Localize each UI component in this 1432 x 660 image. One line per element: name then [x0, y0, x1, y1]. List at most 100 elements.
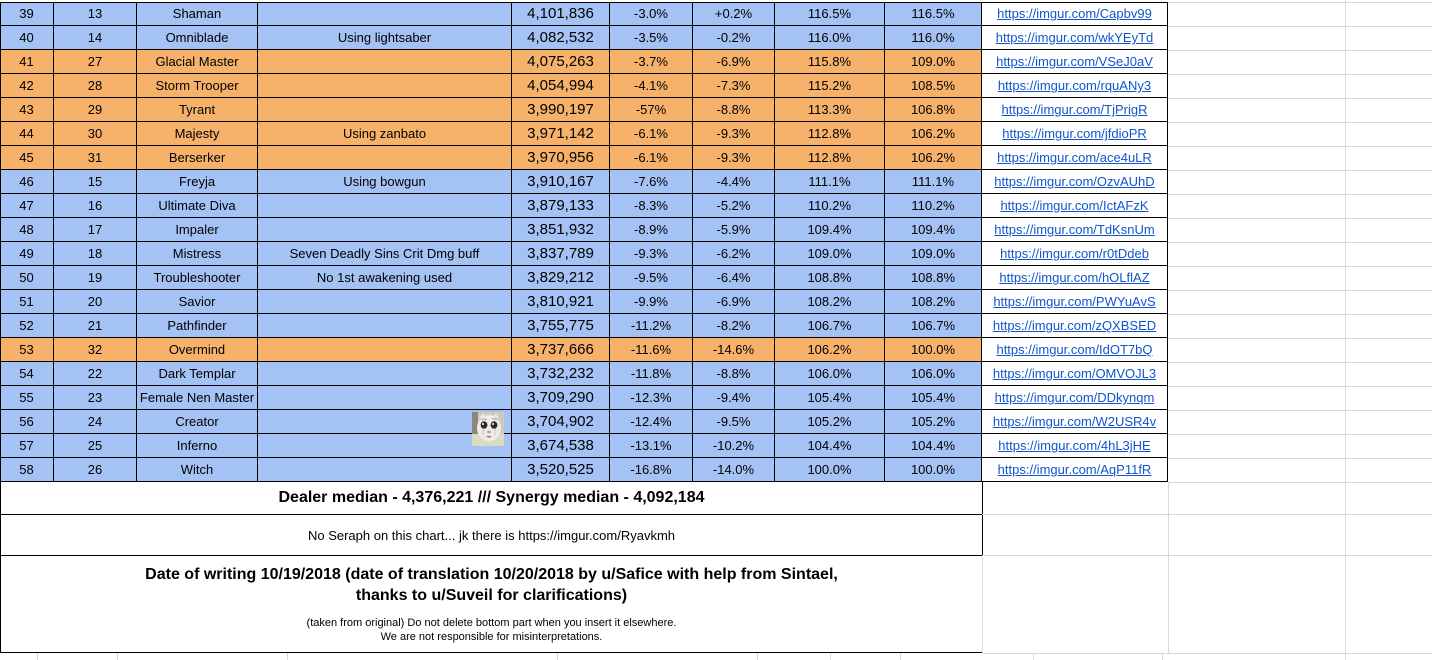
damage-cell[interactable]: 4,082,532 — [512, 26, 610, 50]
pct4-cell[interactable]: 109.0% — [885, 50, 982, 74]
rank-cell[interactable]: 49 — [0, 242, 54, 266]
class-cell[interactable]: Female Nen Master — [137, 386, 258, 410]
pct4-cell[interactable]: 108.8% — [885, 266, 982, 290]
pct3-cell[interactable]: 105.4% — [775, 386, 885, 410]
notes-cell[interactable] — [258, 314, 512, 338]
pct4-cell[interactable]: 106.8% — [885, 98, 982, 122]
pct2-cell[interactable]: -5.2% — [693, 194, 775, 218]
pct4-cell[interactable]: 116.0% — [885, 26, 982, 50]
pct3-cell[interactable]: 113.3% — [775, 98, 885, 122]
notes-cell[interactable] — [258, 50, 512, 74]
notes-cell[interactable]: No 1st awakening used — [258, 266, 512, 290]
pct4-cell[interactable]: 106.7% — [885, 314, 982, 338]
damage-cell[interactable]: 3,520,525 — [512, 458, 610, 482]
rank-cell[interactable]: 51 — [0, 290, 54, 314]
pct2-cell[interactable]: -5.9% — [693, 218, 775, 242]
imgur-link[interactable]: https://imgur.com/Capbv99 — [997, 6, 1152, 21]
pct2-cell[interactable]: -9.3% — [693, 122, 775, 146]
pct4-cell[interactable]: 105.2% — [885, 410, 982, 434]
rank-cell[interactable]: 53 — [0, 338, 54, 362]
tier-cell[interactable]: 32 — [54, 338, 137, 362]
imgur-link-cell[interactable]: https://imgur.com/rquANy3 — [982, 74, 1168, 98]
imgur-link-cell[interactable]: https://imgur.com/TjPrigR — [982, 98, 1168, 122]
damage-cell[interactable]: 3,704,902 — [512, 410, 610, 434]
pct3-cell[interactable]: 109.0% — [775, 242, 885, 266]
rank-cell[interactable]: 52 — [0, 314, 54, 338]
damage-cell[interactable]: 3,851,932 — [512, 218, 610, 242]
damage-cell[interactable]: 3,810,921 — [512, 290, 610, 314]
pct2-cell[interactable]: -8.2% — [693, 314, 775, 338]
notes-cell[interactable]: Using lightsaber — [258, 26, 512, 50]
notes-cell[interactable]: Using zanbato — [258, 122, 512, 146]
imgur-link[interactable]: https://imgur.com/IdOT7bQ — [996, 342, 1153, 357]
rank-cell[interactable]: 44 — [0, 122, 54, 146]
pct1-cell[interactable]: -7.6% — [610, 170, 693, 194]
pct4-cell[interactable]: 106.0% — [885, 362, 982, 386]
imgur-link[interactable]: https://imgur.com/W2USR4v — [992, 414, 1157, 429]
rank-cell[interactable]: 39 — [0, 2, 54, 26]
notes-cell[interactable] — [258, 458, 512, 482]
pct1-cell[interactable]: -11.6% — [610, 338, 693, 362]
damage-cell[interactable]: 3,709,290 — [512, 386, 610, 410]
pct4-cell[interactable]: 108.2% — [885, 290, 982, 314]
imgur-link-cell[interactable]: https://imgur.com/TdKsnUm — [982, 218, 1168, 242]
pct1-cell[interactable]: -57% — [610, 98, 693, 122]
imgur-link-cell[interactable]: https://imgur.com/jfdioPR — [982, 122, 1168, 146]
damage-cell[interactable]: 3,732,232 — [512, 362, 610, 386]
pct4-cell[interactable]: 111.1% — [885, 170, 982, 194]
notes-cell[interactable] — [258, 194, 512, 218]
pct1-cell[interactable]: -16.8% — [610, 458, 693, 482]
pct1-cell[interactable]: -11.8% — [610, 362, 693, 386]
imgur-link[interactable]: https://imgur.com/AqP11fR — [997, 462, 1152, 477]
class-cell[interactable]: Tyrant — [137, 98, 258, 122]
pct3-cell[interactable]: 104.4% — [775, 434, 885, 458]
notes-cell[interactable] — [258, 2, 512, 26]
class-cell[interactable]: Savior — [137, 290, 258, 314]
pct3-cell[interactable]: 115.2% — [775, 74, 885, 98]
pct1-cell[interactable]: -8.3% — [610, 194, 693, 218]
notes-cell[interactable] — [258, 218, 512, 242]
imgur-link[interactable]: https://imgur.com/OMVOJL3 — [992, 366, 1157, 381]
rank-cell[interactable]: 40 — [0, 26, 54, 50]
tier-cell[interactable]: 17 — [54, 218, 137, 242]
notes-cell[interactable] — [258, 434, 512, 458]
imgur-link[interactable]: https://imgur.com/IctAFzK — [1000, 198, 1149, 213]
imgur-link-cell[interactable]: https://imgur.com/zQXBSED — [982, 314, 1168, 338]
pct4-cell[interactable]: 104.4% — [885, 434, 982, 458]
tier-cell[interactable]: 19 — [54, 266, 137, 290]
notes-cell[interactable] — [258, 146, 512, 170]
imgur-link[interactable]: https://imgur.com/ace4uLR — [997, 150, 1152, 165]
rank-cell[interactable]: 55 — [0, 386, 54, 410]
pct2-cell[interactable]: -9.4% — [693, 386, 775, 410]
imgur-link[interactable]: https://imgur.com/jfdioPR — [1002, 126, 1147, 141]
rank-cell[interactable]: 48 — [0, 218, 54, 242]
pct2-cell[interactable]: -14.0% — [693, 458, 775, 482]
damage-cell[interactable]: 3,829,212 — [512, 266, 610, 290]
class-cell[interactable]: Shaman — [137, 2, 258, 26]
pct3-cell[interactable]: 100.0% — [775, 458, 885, 482]
class-cell[interactable]: Ultimate Diva — [137, 194, 258, 218]
class-cell[interactable]: Omniblade — [137, 26, 258, 50]
pct2-cell[interactable]: -10.2% — [693, 434, 775, 458]
tier-cell[interactable]: 30 — [54, 122, 137, 146]
imgur-link-cell[interactable]: https://imgur.com/hOLflAZ — [982, 266, 1168, 290]
damage-cell[interactable]: 4,101,836 — [512, 2, 610, 26]
pct2-cell[interactable]: -6.9% — [693, 50, 775, 74]
imgur-link[interactable]: https://imgur.com/rquANy3 — [997, 78, 1152, 93]
imgur-link-cell[interactable]: https://imgur.com/W2USR4v — [982, 410, 1168, 434]
tier-cell[interactable]: 15 — [54, 170, 137, 194]
imgur-link[interactable]: https://imgur.com/TdKsnUm — [994, 222, 1155, 237]
damage-cell[interactable]: 3,970,956 — [512, 146, 610, 170]
pct2-cell[interactable]: -9.3% — [693, 146, 775, 170]
rank-cell[interactable]: 54 — [0, 362, 54, 386]
damage-cell[interactable]: 3,755,775 — [512, 314, 610, 338]
rank-cell[interactable]: 42 — [0, 74, 54, 98]
pct4-cell[interactable]: 105.4% — [885, 386, 982, 410]
imgur-link-cell[interactable]: https://imgur.com/Capbv99 — [982, 2, 1168, 26]
imgur-link[interactable]: https://imgur.com/r0tDdeb — [1000, 246, 1149, 261]
pct1-cell[interactable]: -13.1% — [610, 434, 693, 458]
pct2-cell[interactable]: -8.8% — [693, 362, 775, 386]
notes-cell[interactable] — [258, 386, 512, 410]
imgur-link-cell[interactable]: https://imgur.com/AqP11fR — [982, 458, 1168, 482]
class-cell[interactable]: Glacial Master — [137, 50, 258, 74]
